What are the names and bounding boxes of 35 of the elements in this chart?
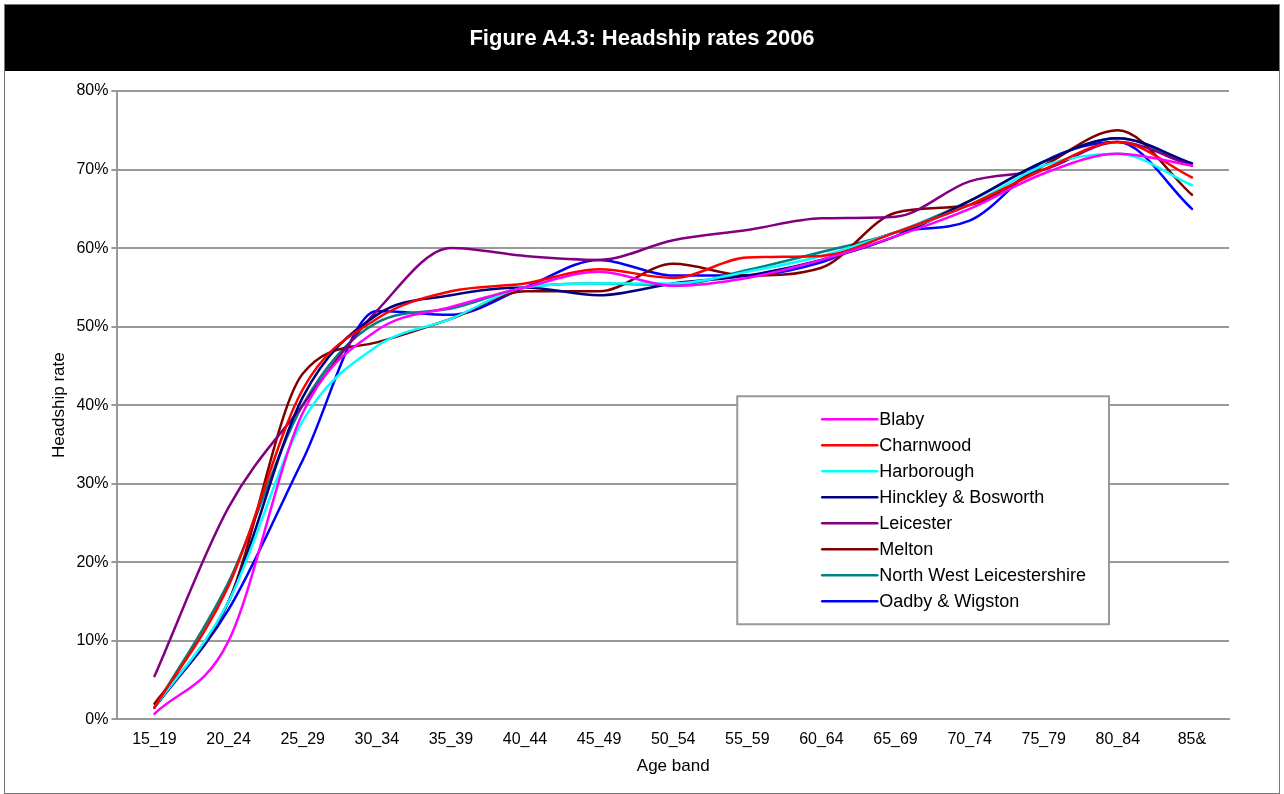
x-tick-label: 45_49	[576, 730, 622, 749]
x-tick-label: 55_59	[725, 730, 770, 749]
y-tick-label: 40%	[76, 395, 109, 413]
x-tick-label: 80_84	[1095, 730, 1141, 749]
y-tick-label: 70%	[76, 159, 109, 177]
legend-label: Oadby & Wigston	[879, 591, 1020, 612]
x-tick-label: 15_19	[132, 730, 177, 749]
legend-label: Leicester	[879, 513, 953, 534]
x-tick-label: 65_69	[873, 730, 918, 749]
y-tick-label: 10%	[76, 631, 109, 649]
chart-title: Figure A4.3: Headship rates 2006	[5, 5, 1279, 71]
x-axis-title: Age band	[636, 756, 710, 776]
x-tick-label: 85&	[1177, 730, 1207, 748]
x-tick-label: 75_79	[1021, 730, 1067, 749]
y-tick-label: 20%	[76, 552, 109, 570]
y-tick-label: 0%	[85, 709, 109, 727]
y-tick-label: 50%	[76, 317, 109, 335]
x-tick-label: 40_44	[502, 730, 548, 749]
x-tick-label: 60_64	[799, 730, 844, 749]
y-tick-label: 80%	[76, 81, 109, 99]
x-tick-label: 25_29	[280, 730, 326, 749]
x-tick-label: 50_54	[650, 730, 696, 749]
legend-label: North West Leicestershire	[879, 565, 1086, 586]
legend-label: Hinckley & Bosworth	[879, 487, 1045, 508]
y-axis-title: Headship rate	[48, 352, 68, 459]
legend-label: Blaby	[879, 409, 925, 430]
legend-label: Harborough	[879, 461, 975, 482]
legend-label: Melton	[879, 539, 934, 560]
legend-label: Charnwood	[879, 435, 972, 456]
x-tick-label: 70_74	[947, 730, 992, 749]
x-tick-label: 20_24	[206, 730, 251, 749]
y-tick-label: 60%	[76, 238, 109, 256]
x-tick-label: 35_39	[428, 730, 474, 749]
x-tick-label: 30_34	[354, 730, 400, 749]
y-tick-label: 30%	[76, 474, 109, 492]
